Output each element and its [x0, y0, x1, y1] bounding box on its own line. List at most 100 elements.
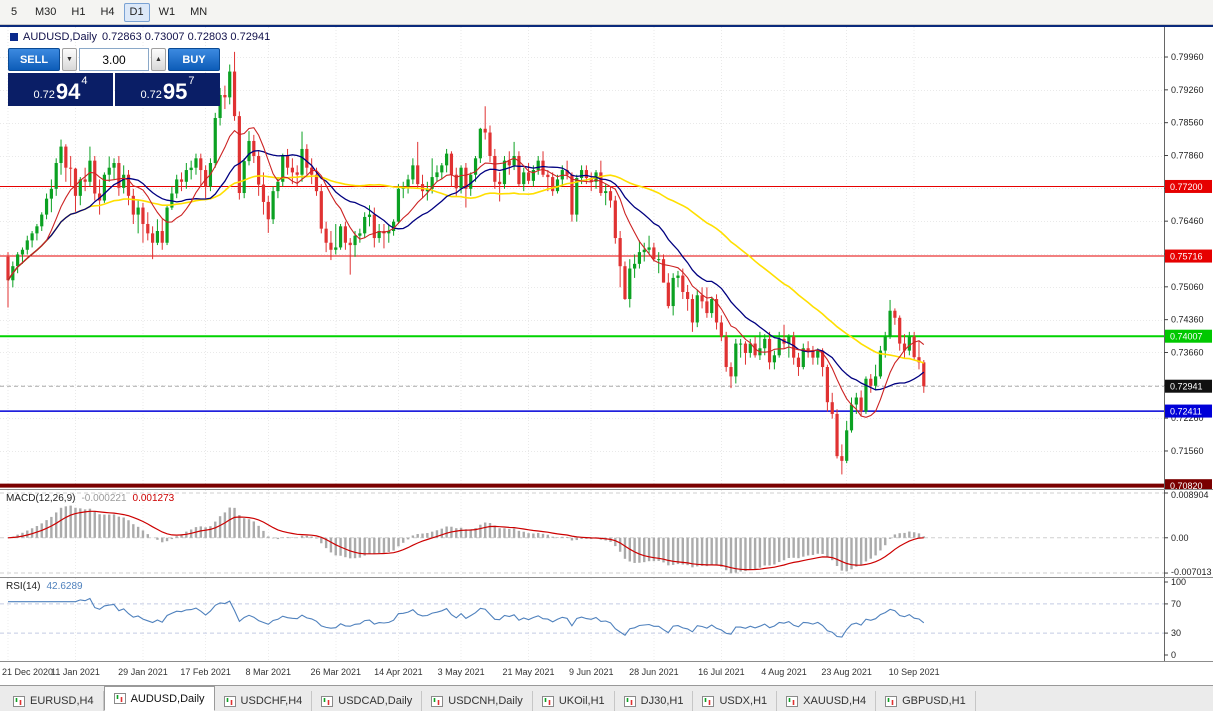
timeframe-m30-button[interactable]: M30 [29, 3, 62, 22]
tab-gbpusd-h1[interactable]: GBPUSD,H1 [876, 691, 976, 711]
svg-text:0.72941: 0.72941 [1170, 382, 1203, 392]
svg-text:0.72260: 0.72260 [1171, 413, 1204, 423]
svg-text:0.00: 0.00 [1171, 533, 1189, 543]
date-label: 14 Apr 2021 [374, 667, 423, 677]
macd-indicator-panel[interactable]: 0.008904 0.00 -0.007013 [0, 490, 1213, 577]
tab-usdchf-h4[interactable]: USDCHF,H4 [215, 691, 313, 711]
mini-chart-icon [885, 695, 898, 707]
mini-chart-icon [13, 695, 25, 707]
rsi-indicator-panel[interactable]: 100 70 30 0 [0, 578, 1213, 661]
volume-input[interactable] [79, 48, 149, 71]
svg-text:0.73660: 0.73660 [1171, 347, 1204, 357]
svg-text:0.75716: 0.75716 [1170, 252, 1203, 262]
date-label: 17 Feb 2021 [180, 667, 231, 677]
date-label: 28 Jun 2021 [629, 667, 679, 677]
moving-average-lines [7, 127, 925, 418]
svg-text:0.78560: 0.78560 [1171, 118, 1204, 128]
macd-name: MACD(12,26,9) [6, 493, 76, 504]
tab-usdx-h1[interactable]: USDX,H1 [693, 691, 778, 711]
tab-ukoil-h1[interactable]: UKOil,H1 [533, 691, 615, 711]
date-label: 23 Aug 2021 [821, 667, 872, 677]
date-label: 29 Jan 2021 [118, 667, 168, 677]
tab-audusd-daily[interactable]: AUDUSD,Daily [103, 686, 215, 711]
timeframe-h1-button[interactable]: H1 [65, 3, 91, 22]
timeframe-5-button[interactable]: 5 [2, 3, 26, 22]
tab-label: UKOil,H1 [558, 695, 605, 707]
date-label: 3 May 2021 [437, 667, 485, 677]
volume-decrease-button[interactable]: ▼ [62, 48, 77, 71]
tab-xauusd-h4[interactable]: XAUUSD,H4 [777, 691, 877, 711]
svg-text:0.71560: 0.71560 [1171, 446, 1204, 456]
date-label: 21 Dec 2020 [2, 667, 54, 677]
tab-label: DJ30,H1 [640, 695, 684, 707]
timeframe-mn-button[interactable]: MN [184, 3, 213, 22]
horizontal-level-lines[interactable] [0, 185, 1164, 488]
chart-tabs-bar: EURUSD,H4 AUDUSD,Daily USDCHF,H4 USDCAD,Dai… [0, 685, 1213, 711]
trade-prices-row: 0.72 94 4 0.72 95 7 [8, 73, 220, 106]
timeframe-toolbar: 5 M30 H1 H4 D1 W1 MN [0, 0, 1213, 25]
tab-label: AUDUSD,Daily [130, 692, 205, 705]
sell-price-sup: 4 [81, 75, 88, 87]
tab-usdcad-daily[interactable]: USDCAD,Daily [312, 691, 423, 711]
timeframe-d1-button[interactable]: D1 [123, 2, 150, 22]
panel-separator[interactable] [0, 489, 1213, 490]
date-label: 8 Mar 2021 [245, 667, 292, 677]
date-label: 21 May 2021 [502, 667, 555, 677]
buy-price-prefix: 0.72 [140, 89, 162, 101]
chart-title: AUDUSD,Daily [23, 31, 97, 43]
chart-top-border [0, 25, 1213, 27]
svg-text:100: 100 [1171, 578, 1186, 587]
chart-ohlc-values: 0.72863 0.73007 0.72803 0.72941 [101, 31, 271, 43]
date-axis: 21 Dec 2020 11 Jan 2021 29 Jan 2021 17 Feb … [0, 662, 1213, 685]
svg-text:0.008904: 0.008904 [1171, 490, 1209, 500]
macd-main-value: -0.000221 [81, 493, 127, 504]
svg-text:0.74360: 0.74360 [1171, 315, 1204, 325]
tab-dj30-h1[interactable]: DJ30,H1 [615, 691, 694, 711]
tab-label: USDCNH,Daily [448, 695, 523, 707]
rsi-line [8, 597, 925, 638]
buy-button[interactable]: BUY [168, 48, 220, 71]
svg-text:70: 70 [1171, 599, 1181, 609]
panel-separator[interactable] [0, 577, 1213, 578]
mini-chart-icon [223, 695, 236, 707]
tab-eurusd-h4[interactable]: EURUSD,H4 [4, 691, 104, 711]
volume-increase-button[interactable]: ▲ [151, 48, 166, 71]
sell-price-display[interactable]: 0.72 94 4 [8, 73, 113, 106]
timeframe-w1-button[interactable]: W1 [153, 3, 182, 22]
svg-text:0.76460: 0.76460 [1171, 216, 1204, 226]
mini-chart-icon [786, 695, 799, 707]
svg-text:0: 0 [1171, 650, 1176, 660]
sell-button[interactable]: SELL [8, 48, 60, 71]
tab-label: XAUUSD,H4 [803, 695, 867, 707]
rsi-axis: 100 70 30 0 [1164, 578, 1186, 661]
macd-signal-value: 0.001273 [132, 493, 175, 504]
macd-axis: 0.008904 0.00 -0.007013 [1164, 490, 1212, 577]
tab-usdcnh-daily[interactable]: USDCNH,Daily [422, 691, 533, 711]
tab-label: EURUSD,H4 [30, 695, 94, 707]
svg-text:0.70820: 0.70820 [1170, 481, 1203, 489]
date-label: 10 Sep 2021 [888, 667, 940, 677]
sell-price-prefix: 0.72 [33, 89, 55, 101]
macd-histogram [11, 505, 925, 574]
timeframe-h4-button[interactable]: H4 [94, 3, 120, 22]
macd-signal-line [7, 510, 924, 571]
chart-ohlc-header: AUDUSD,Daily 0.72863 0.73007 0.72803 0.7… [10, 31, 270, 43]
rsi-label: RSI(14) 42.6289 [6, 581, 83, 592]
mini-chart-icon [321, 695, 334, 707]
mini-chart-icon [431, 695, 444, 707]
mini-chart-icon [623, 695, 636, 707]
rsi-name: RSI(14) [6, 581, 41, 592]
price-tags: 0.77200 0.75716 0.74007 0.72941 0.72411 0.708… [1165, 179, 1212, 489]
chevron-up-icon: ▲ [155, 56, 162, 63]
date-label: 9 Jun 2021 [568, 667, 614, 677]
buy-price-display[interactable]: 0.72 95 7 [115, 73, 220, 106]
svg-text:30: 30 [1171, 628, 1181, 638]
panel-separator [0, 661, 1213, 662]
rsi-level-lines [0, 603, 1164, 634]
svg-text:0.79960: 0.79960 [1171, 52, 1204, 62]
date-label: 4 Aug 2021 [761, 667, 807, 677]
svg-text:0.74007: 0.74007 [1170, 332, 1203, 342]
buy-price-big: 95 [162, 79, 188, 104]
svg-text:0.77200: 0.77200 [1170, 182, 1203, 192]
